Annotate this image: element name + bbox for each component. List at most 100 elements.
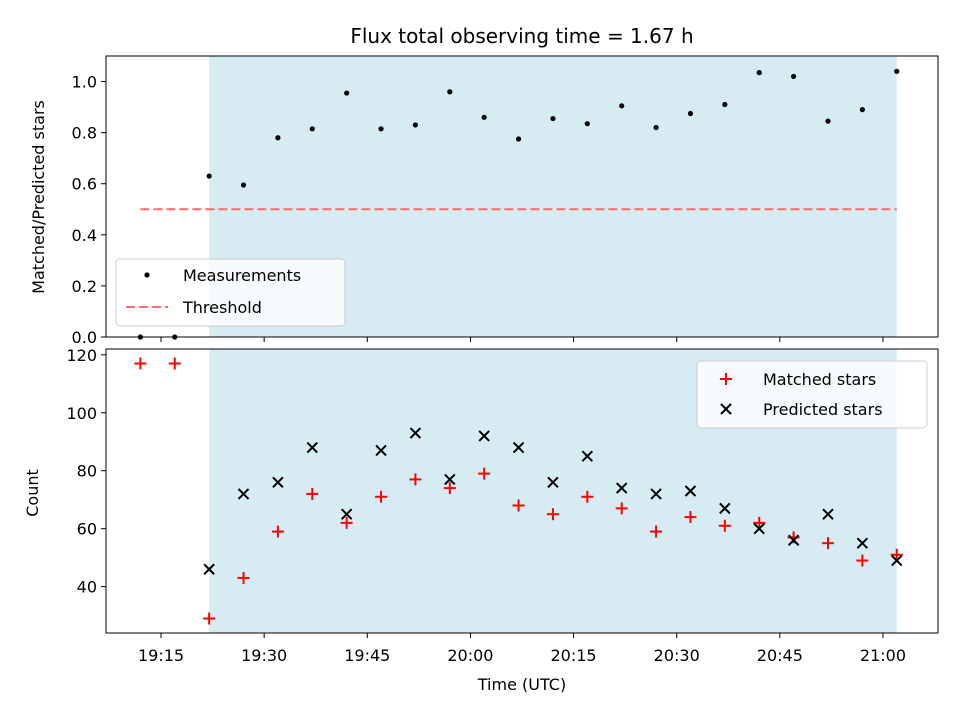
legend-matched-marker: [720, 373, 732, 385]
top-y-tick-label: 0.0: [72, 328, 97, 347]
legend-predicted-label: Predicted stars: [763, 400, 883, 419]
x-tick-label: 20:15: [551, 646, 597, 665]
predicted-star-point: [891, 554, 903, 567]
top-x-ticks: [160, 337, 884, 342]
matched-star-point: [203, 612, 216, 625]
matched-stars-points: [134, 357, 903, 625]
predicted-star-point: [684, 485, 697, 497]
matched-star-point: [306, 487, 319, 500]
matched-star-point: [478, 467, 491, 480]
x-tick-label: 19:15: [138, 646, 184, 665]
measurement-point: [653, 124, 659, 131]
top-legend: Measurements Threshold: [115, 258, 346, 327]
measurement-point: [619, 103, 625, 109]
bottom-y-tick-label: 120: [66, 346, 97, 365]
chart-title: Flux total observing time = 1.67 h: [350, 24, 693, 48]
predicted-star-point: [375, 444, 387, 457]
bottom-y-tick-label: 100: [66, 404, 97, 423]
matched-star-point: [821, 537, 834, 550]
top-y-axis-label: Matched/Predicted stars: [29, 100, 48, 294]
x-tick-label: 20:45: [757, 646, 803, 665]
x-tick-label: 19:30: [241, 646, 287, 665]
top-y-tick-label: 0.6: [72, 175, 97, 194]
predicted-star-point: [306, 441, 318, 454]
predicted-star-point: [512, 441, 525, 454]
matched-star-point: [718, 519, 731, 532]
matched-star-point: [615, 502, 628, 515]
bottom-y-tick-label: 60: [77, 520, 97, 539]
matched-star-point: [134, 357, 147, 370]
measurement-points: [137, 68, 900, 340]
measurement-point: [378, 126, 384, 132]
measurement-point: [722, 101, 728, 108]
matched-star-point: [890, 548, 903, 561]
bottom-y-tick-label: 80: [77, 462, 97, 481]
predicted-star-point: [547, 476, 559, 489]
predicted-star-point: [615, 482, 628, 494]
predicted-star-point: [719, 502, 731, 515]
top-y-tick-label: 0.4: [72, 226, 97, 245]
x-tick-label: 20:00: [447, 646, 493, 665]
measurement-point: [756, 70, 762, 76]
matched-star-point: [168, 357, 181, 370]
predicted-star-point: [650, 488, 662, 500]
top-legend-box: [115, 258, 346, 327]
predicted-star-point: [822, 508, 834, 520]
predicted-stars-points: [203, 427, 903, 575]
bottom-legend-box: [696, 360, 928, 429]
x-tick-label: 19:45: [344, 646, 390, 665]
measurement-point: [894, 68, 900, 74]
x-tick-label: 21:00: [860, 646, 906, 665]
top-y-tick-label: 1.0: [72, 73, 97, 92]
measurement-point: [791, 73, 797, 80]
matched-star-point: [375, 490, 388, 503]
matched-star-point: [409, 473, 422, 486]
predicted-star-point: [478, 430, 490, 442]
predicted-star-point: [272, 476, 284, 489]
matched-star-point: [237, 571, 250, 584]
predicted-star-point: [340, 508, 353, 520]
predicted-star-point: [237, 488, 250, 500]
measurement-point: [275, 135, 281, 141]
bottom-x-ticks: 19:15 19:30 19:45 20:00 20:15 20:30 20:45 21:00: [138, 633, 906, 665]
bottom-legend: Matched stars Predicted stars: [696, 360, 928, 429]
matched-star-point: [443, 482, 456, 495]
legend-predicted-marker: [720, 403, 732, 415]
predicted-star-point: [581, 450, 594, 462]
measurement-point: [412, 122, 419, 128]
bottom-y-tick-label: 40: [77, 578, 97, 597]
top-panel: 0.0 0.2 0.4 0.6 0.8 1.0 Flux total observing …: [29, 24, 939, 347]
matched-star-point: [856, 554, 869, 567]
measurement-point: [206, 173, 212, 179]
bottom-axes-frame: [105, 348, 939, 634]
measurement-point: [859, 107, 865, 113]
matched-star-point: [512, 499, 525, 512]
measurement-point: [344, 90, 350, 96]
matched-star-point: [753, 516, 766, 529]
predicted-star-point: [444, 473, 456, 486]
measurement-point: [550, 115, 556, 122]
legend-measurements-marker: [144, 272, 150, 278]
matched-star-point: [340, 516, 353, 529]
top-y-tick-label: 0.8: [72, 124, 97, 143]
measurement-point: [825, 118, 831, 124]
measurement-point: [481, 114, 487, 120]
predicted-star-point: [787, 534, 800, 546]
bottom-panel: 40 60 80 100 120 19:15 19:30 19:45 20:00 20:15 20…: [23, 346, 939, 694]
x-tick-label: 20:30: [654, 646, 700, 665]
measurement-point: [240, 182, 247, 188]
top-y-tick-label: 0.2: [72, 277, 97, 296]
matched-star-point: [581, 490, 594, 503]
top-y-ticks: 0.0 0.2 0.4 0.6 0.8 1.0: [72, 73, 106, 347]
legend-measurements-label: Measurements: [183, 266, 301, 285]
legend-matched-label: Matched stars: [763, 370, 876, 389]
matched-star-point: [271, 525, 284, 538]
predicted-star-point: [856, 537, 869, 549]
legend-threshold-label: Threshold: [182, 298, 262, 317]
predicted-star-point: [753, 522, 765, 535]
measurement-point: [584, 121, 590, 127]
matched-star-point: [684, 511, 697, 524]
measurement-point: [309, 126, 315, 132]
measurement-point: [447, 89, 453, 95]
